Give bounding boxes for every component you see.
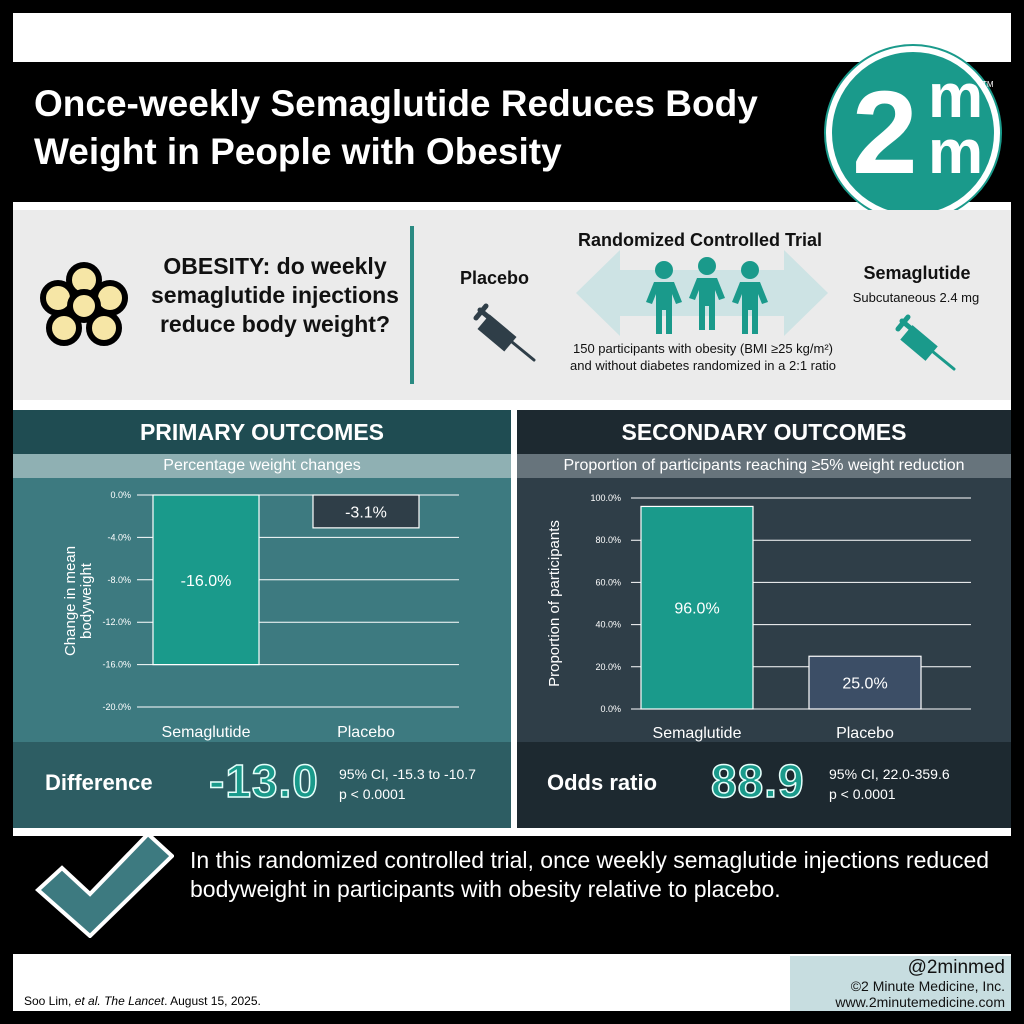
odds-ratio-p-value: p < 0.0001 xyxy=(829,786,896,802)
odds-ratio-value: 88.9 xyxy=(710,754,805,808)
y-tick-label: 60.0% xyxy=(595,577,621,587)
primary-outcomes-panel: PRIMARY OUTCOMES Percentage weight chang… xyxy=(13,410,511,828)
bar-semaglutide xyxy=(640,505,754,710)
bar-placebo xyxy=(312,494,420,529)
secondary-stat-bar: Odds ratio 88.9 95% CI, 22.0-359.6 p < 0… xyxy=(517,742,1011,828)
question-band xyxy=(13,210,1011,400)
y-tick-label: -4.0% xyxy=(107,532,131,542)
logo-m-top: m xyxy=(928,62,984,131)
odds-ratio-ci: 95% CI, 22.0-359.6 p < 0.0001 xyxy=(829,764,950,804)
vertical-divider xyxy=(410,226,414,384)
difference-p-value: p < 0.0001 xyxy=(339,786,406,802)
bar-value-label: -16.0% xyxy=(181,573,232,590)
placebo-arm-label: Placebo xyxy=(460,268,530,288)
y-tick-label: -16.0% xyxy=(102,660,131,670)
y-tick-label: -8.0% xyxy=(107,575,131,585)
citation-etal: et al. xyxy=(74,994,101,1008)
x-category-label: Placebo xyxy=(337,724,395,741)
y-axis-label-line: bodyweight xyxy=(78,562,95,639)
brand-copyright: ©2 Minute Medicine, Inc. xyxy=(850,978,1005,994)
primary-bar-chart: 0.0% -4.0% -8.0% -12.0% -16.0% -20.0% Change i… xyxy=(62,490,459,741)
secondary-bar-chart: 100.0% 80.0% 60.0% 40.0% 20.0% 0.0% Proportion… xyxy=(546,493,971,742)
y-tick-label: 0.0% xyxy=(600,704,621,714)
citation-authors: Soo Lim, xyxy=(24,994,75,1008)
y-tick-label: 80.0% xyxy=(595,535,621,545)
y-axis-label: Change in mean bodyweight xyxy=(62,546,95,656)
flower-cells-icon xyxy=(40,262,128,346)
odds-ratio-label: Odds ratio xyxy=(547,770,658,795)
difference-label: Difference xyxy=(45,770,153,795)
syringe-icon-semaglutide xyxy=(895,314,956,371)
y-axis-label: Proportion of participants xyxy=(546,520,563,687)
conclusion-text: In this randomized controlled trial, onc… xyxy=(190,847,990,902)
primary-stat-bar: Difference -13.0 95% CI, -15.3 to -10.7 … xyxy=(13,742,511,828)
bar-value-label: -3.1% xyxy=(345,504,387,521)
citation: Soo Lim, et al. The Lancet. August 15, 2… xyxy=(24,994,261,1008)
odds-ratio-ci-text: 95% CI, 22.0-359.6 xyxy=(829,766,950,782)
brand-handle: @2minmed xyxy=(907,957,1005,978)
bar-value-label: 25.0% xyxy=(842,676,887,693)
semaglutide-dose: Subcutaneous 2.4 mg xyxy=(852,290,980,305)
primary-header: PRIMARY OUTCOMES xyxy=(13,410,511,454)
y-tick-label: 20.0% xyxy=(595,662,621,672)
logo-m-bottom: m xyxy=(928,118,984,187)
logo-trademark: TM xyxy=(982,80,994,89)
rct-description: 150 participants with obesity (BMI ≥25 k… xyxy=(570,341,836,373)
x-category-label: Semaglutide xyxy=(162,724,251,741)
checkmark-icon xyxy=(35,831,174,938)
brand-url[interactable]: www.2minutemedicine.com xyxy=(835,994,1005,1010)
people-icon xyxy=(646,257,768,334)
citation-journal: The Lancet xyxy=(104,994,165,1008)
secondary-header: SECONDARY OUTCOMES xyxy=(517,410,1011,454)
y-tick-label: 100.0% xyxy=(590,493,621,503)
citation-date: . August 15, 2025. xyxy=(164,994,261,1008)
research-question: OBESITY: do weekly semaglutide injection… xyxy=(151,253,399,337)
y-tick-label: -20.0% xyxy=(102,702,131,712)
x-category-label: Placebo xyxy=(836,725,894,742)
syringe-icon-placebo xyxy=(473,303,536,362)
y-tick-label: 0.0% xyxy=(110,490,131,500)
secondary-outcomes-panel: SECONDARY OUTCOMES Proportion of partici… xyxy=(517,410,1011,828)
rct-title: Randomized Controlled Trial xyxy=(577,230,823,250)
secondary-subtitle: Proportion of participants reaching ≥5% … xyxy=(517,454,1011,478)
y-tick-label: 40.0% xyxy=(595,620,621,630)
difference-ci-text: 95% CI, -15.3 to -10.7 xyxy=(339,766,476,782)
conclusion-band xyxy=(13,836,1011,954)
logo-number: 2 xyxy=(852,67,918,199)
brand-box: @2minmed ©2 Minute Medicine, Inc. www.2m… xyxy=(790,956,1011,1011)
page-title: Once-weekly Semaglutide Reduces Body Wei… xyxy=(34,83,758,172)
bar-value-label: 96.0% xyxy=(674,601,719,618)
bar-semaglutide xyxy=(152,494,260,666)
semaglutide-arm-label: Semaglutide xyxy=(863,263,971,283)
logo-2minmed: 2 m m TM xyxy=(826,46,1000,220)
x-category-label: Semaglutide xyxy=(653,725,742,742)
y-axis-label-line: Proportion of participants xyxy=(546,520,563,687)
bar-placebo xyxy=(808,655,922,710)
y-axis-label-line: Change in mean xyxy=(62,546,79,656)
y-tick-label: -12.0% xyxy=(102,617,131,627)
difference-value: -13.0 xyxy=(208,754,319,808)
primary-subtitle: Percentage weight changes xyxy=(13,454,511,478)
difference-ci: 95% CI, -15.3 to -10.7 p < 0.0001 xyxy=(339,764,476,804)
